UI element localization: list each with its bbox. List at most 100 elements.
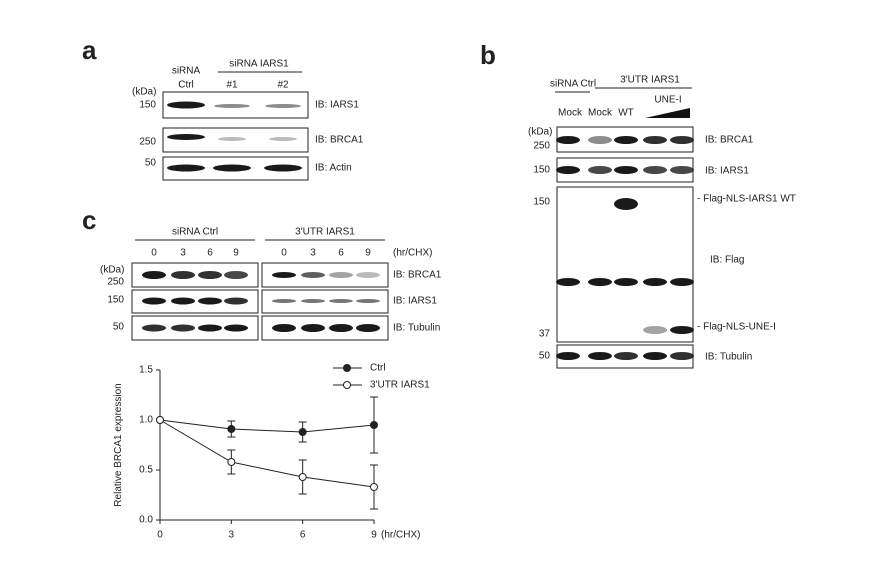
series-line xyxy=(159,419,375,488)
band xyxy=(269,137,297,141)
blot-label: IB: BRCA1 xyxy=(315,135,364,146)
band xyxy=(556,136,580,144)
point xyxy=(227,458,236,466)
band xyxy=(264,164,302,172)
band xyxy=(224,271,248,279)
lane-label: WT xyxy=(618,108,634,119)
band xyxy=(643,326,667,334)
group-label: siRNA IARS1 xyxy=(229,59,289,70)
group-label: siRNA Ctrl xyxy=(172,227,218,238)
bands xyxy=(556,136,694,360)
band xyxy=(643,136,667,144)
marker: 250 xyxy=(107,277,124,288)
lane-label: #2 xyxy=(277,80,289,91)
band xyxy=(213,164,251,172)
blot-label: IB: BRCA1 xyxy=(393,270,442,281)
band xyxy=(329,299,353,303)
annotation: - Flag-NLS-UNE-I xyxy=(697,322,776,333)
marker: 50 xyxy=(113,322,125,333)
legend-marker xyxy=(343,364,351,372)
band xyxy=(670,166,694,174)
blot-label: IB: IARS1 xyxy=(393,296,437,307)
marker: 150 xyxy=(533,165,550,176)
marker: 250 xyxy=(139,137,156,148)
blot xyxy=(556,186,694,343)
band xyxy=(198,271,222,279)
band xyxy=(356,272,380,278)
band xyxy=(614,352,638,360)
band xyxy=(614,166,638,174)
band xyxy=(224,297,248,305)
time-label: 3 xyxy=(180,248,186,259)
legend-label: 3'UTR IARS1 xyxy=(370,380,430,391)
band xyxy=(670,278,694,286)
band xyxy=(301,272,325,278)
band xyxy=(614,136,638,144)
band xyxy=(198,324,222,332)
y-axis-label: Relative BRCA1 expression xyxy=(113,383,124,506)
series-line xyxy=(159,419,375,433)
band xyxy=(329,272,353,278)
band xyxy=(356,324,380,332)
band xyxy=(167,134,205,140)
lane-label: Mock xyxy=(588,108,613,119)
marker: 150 xyxy=(107,295,124,306)
band xyxy=(670,326,694,334)
band xyxy=(614,278,638,286)
kda-label: (kDa) xyxy=(132,87,156,98)
band xyxy=(167,101,205,109)
marker: 250 xyxy=(533,141,550,152)
wedge-label: UNE-I xyxy=(654,95,681,106)
legend-marker xyxy=(343,381,351,389)
blot xyxy=(162,127,309,153)
band xyxy=(588,278,612,286)
point xyxy=(298,473,307,481)
band xyxy=(670,352,694,360)
lane-label: Ctrl xyxy=(178,80,194,91)
bands xyxy=(142,271,380,332)
band xyxy=(142,271,166,279)
band xyxy=(224,324,248,332)
marker: 50 xyxy=(145,158,157,169)
time-label: 3 xyxy=(310,248,316,259)
band xyxy=(356,299,380,303)
band xyxy=(329,324,353,332)
y-tick-label: 1.0 xyxy=(139,415,153,426)
x-tick-label: 9 xyxy=(371,530,377,541)
point xyxy=(227,425,236,433)
band xyxy=(556,278,580,286)
band xyxy=(643,278,667,286)
wedge xyxy=(645,108,690,118)
blot-label: IB: IARS1 xyxy=(705,166,749,177)
x-tick-label: 3 xyxy=(229,530,235,541)
band xyxy=(142,324,166,332)
band xyxy=(272,299,296,303)
line-chart: 0.0 0.5 1.0 1.5 0 3 6 9 Ctrl 3'UTR IARS1 xyxy=(139,363,430,541)
y-tick-label: 0.5 xyxy=(139,465,153,476)
time-label: 0 xyxy=(281,248,287,259)
blot xyxy=(131,289,259,314)
band xyxy=(643,166,667,174)
panel-label: a xyxy=(82,35,97,65)
time-label: 9 xyxy=(233,248,239,259)
marker: 150 xyxy=(139,100,156,111)
blot-label: IB: BRCA1 xyxy=(705,135,754,146)
band xyxy=(301,299,325,303)
x-tick-label: 6 xyxy=(300,530,306,541)
group-label: 3'UTR IARS1 xyxy=(295,227,355,238)
band xyxy=(167,164,205,172)
band xyxy=(265,104,301,108)
band xyxy=(588,352,612,360)
blot-label: IB: Tubulin xyxy=(705,352,752,363)
lane-label: Mock xyxy=(558,108,583,119)
group-label: siRNA Ctrl xyxy=(550,79,596,90)
time-unit: (hr/CHX) xyxy=(393,248,432,259)
band xyxy=(214,104,250,108)
band xyxy=(272,272,296,278)
x-unit: (hr/CHX) xyxy=(381,530,420,541)
band xyxy=(556,166,580,174)
blot xyxy=(261,289,389,314)
time-label: 0 xyxy=(151,248,157,259)
marker: 37 xyxy=(539,329,551,340)
